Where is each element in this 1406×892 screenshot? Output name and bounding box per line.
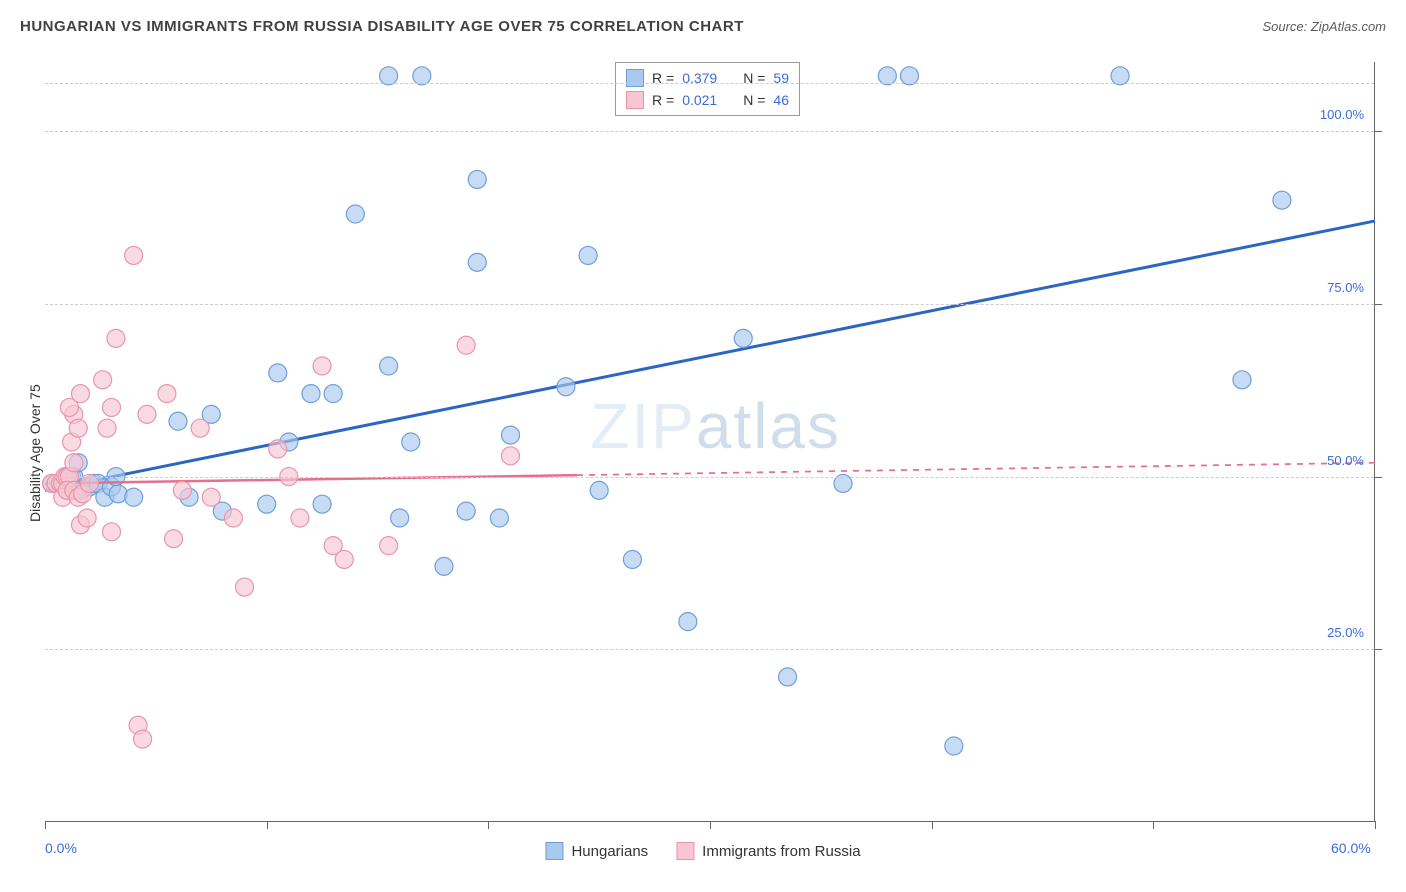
legend-row-russia: R = 0.021 N = 46 [626, 89, 789, 111]
x-tick [267, 821, 268, 829]
legend-r-value: 0.021 [682, 92, 717, 108]
data-point-hungarians [324, 385, 342, 403]
data-point-russia [269, 440, 287, 458]
data-point-russia [125, 246, 143, 264]
y-tick [1374, 131, 1382, 132]
data-point-russia [291, 509, 309, 527]
data-point-russia [502, 447, 520, 465]
data-point-russia [98, 419, 116, 437]
data-point-russia [134, 730, 152, 748]
data-point-hungarians [346, 205, 364, 223]
data-point-hungarians [380, 357, 398, 375]
trend-line-hungarians [45, 221, 1375, 490]
x-tick [932, 821, 933, 829]
y-tick [1374, 477, 1382, 478]
data-point-hungarians [679, 613, 697, 631]
x-axis-max-label: 60.0% [1331, 840, 1371, 856]
data-point-hungarians [590, 481, 608, 499]
data-point-russia [138, 405, 156, 423]
series-legend-label: Hungarians [571, 843, 648, 860]
y-tick [1374, 304, 1382, 305]
data-point-hungarians [391, 509, 409, 527]
legend-swatch-icon [676, 842, 694, 860]
data-point-hungarians [1273, 191, 1291, 209]
data-point-russia [380, 537, 398, 555]
y-tick [1374, 649, 1382, 650]
data-point-hungarians [945, 737, 963, 755]
series-legend-item-russia: Immigrants from Russia [676, 842, 860, 860]
data-point-hungarians [109, 485, 127, 503]
gridline [45, 477, 1374, 478]
data-point-hungarians [623, 550, 641, 568]
data-point-russia [191, 419, 209, 437]
legend-r-label: R = [652, 92, 674, 108]
data-point-russia [173, 481, 191, 499]
data-point-hungarians [313, 495, 331, 513]
data-point-hungarians [457, 502, 475, 520]
legend-n-value: 46 [773, 92, 789, 108]
y-axis-label: 100.0% [1320, 107, 1364, 122]
gridline [45, 304, 1374, 305]
x-tick [488, 821, 489, 829]
gridline [45, 649, 1374, 650]
data-point-russia [103, 398, 121, 416]
legend-n-label: N = [743, 92, 765, 108]
data-point-hungarians [734, 329, 752, 347]
data-point-russia [236, 578, 254, 596]
data-point-hungarians [258, 495, 276, 513]
x-tick [1375, 821, 1376, 829]
data-point-hungarians [468, 170, 486, 188]
data-point-hungarians [302, 385, 320, 403]
scatter-plot: ZIPatlas R =0.379N =59R =0.021N =46 25.0… [45, 62, 1375, 822]
data-point-hungarians [490, 509, 508, 527]
legend-swatch-icon [626, 91, 644, 109]
series-legend: Hungarians Immigrants from Russia [545, 842, 860, 860]
y-axis-title: Disability Age Over 75 [27, 384, 43, 522]
data-point-russia [224, 509, 242, 527]
data-point-russia [107, 329, 125, 347]
data-point-hungarians [269, 364, 287, 382]
y-axis-label: 75.0% [1327, 280, 1364, 295]
data-point-russia [313, 357, 331, 375]
x-tick [1153, 821, 1154, 829]
y-axis-label: 25.0% [1327, 625, 1364, 640]
chart-title: HUNGARIAN VS IMMIGRANTS FROM RUSSIA DISA… [20, 18, 744, 35]
x-tick [45, 821, 46, 829]
gridline [45, 131, 1374, 132]
data-point-russia [71, 385, 89, 403]
x-tick [710, 821, 711, 829]
data-point-russia [94, 371, 112, 389]
data-point-hungarians [169, 412, 187, 430]
data-point-hungarians [579, 246, 597, 264]
correlation-legend: R =0.379N =59 R = 0.021 N = 46 [615, 62, 800, 116]
data-point-russia [202, 488, 220, 506]
data-point-russia [165, 530, 183, 548]
data-point-hungarians [502, 426, 520, 444]
data-point-russia [69, 419, 87, 437]
data-point-hungarians [557, 378, 575, 396]
chart-source: Source: ZipAtlas.com [1262, 19, 1386, 34]
legend-swatch-icon [545, 842, 563, 860]
data-point-russia [158, 385, 176, 403]
data-point-russia [78, 509, 96, 527]
data-point-russia [65, 454, 83, 472]
y-axis-label: 50.0% [1327, 453, 1364, 468]
legend-row-hungarians: R =0.379N =59 [626, 67, 789, 89]
data-point-hungarians [1233, 371, 1251, 389]
series-legend-item-hungarians: Hungarians [545, 842, 648, 860]
data-point-hungarians [468, 253, 486, 271]
legend-swatch-icon [626, 69, 644, 87]
x-axis-min-label: 0.0% [45, 840, 77, 856]
data-point-hungarians [125, 488, 143, 506]
data-point-hungarians [435, 557, 453, 575]
trend-line-russia-extrap [577, 463, 1375, 475]
gridline [45, 83, 1374, 84]
data-point-russia [335, 550, 353, 568]
data-point-hungarians [402, 433, 420, 451]
data-point-russia [103, 523, 121, 541]
data-point-russia [457, 336, 475, 354]
data-point-hungarians [779, 668, 797, 686]
series-legend-label: Immigrants from Russia [702, 843, 860, 860]
